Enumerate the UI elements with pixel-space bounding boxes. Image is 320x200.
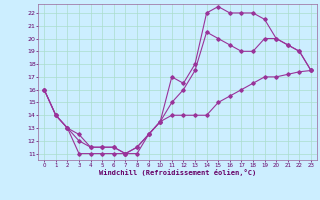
X-axis label: Windchill (Refroidissement éolien,°C): Windchill (Refroidissement éolien,°C) [99, 169, 256, 176]
